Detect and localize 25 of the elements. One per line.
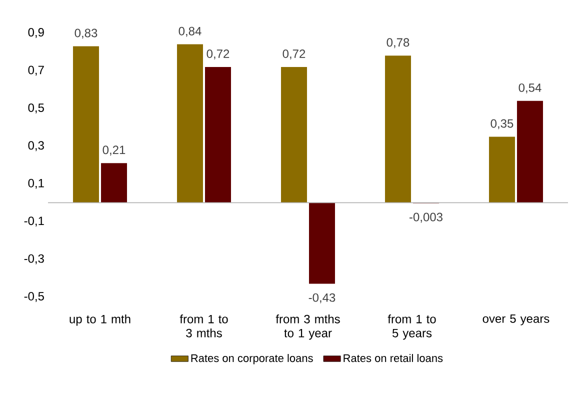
y-tick-label: -0,3 xyxy=(24,254,44,264)
y-tick-label: 0,5 xyxy=(28,103,44,114)
x-tick-label: over 5 years xyxy=(482,314,550,326)
data-label: 0,84 xyxy=(178,26,202,37)
data-label: 0,35 xyxy=(490,119,514,130)
data-label: 0,21 xyxy=(102,146,126,156)
y-tick-label: 0,7 xyxy=(28,66,44,76)
data-label: 0,78 xyxy=(386,38,410,48)
y-tick-label: -0,1 xyxy=(24,216,44,227)
y-tick-label: 0,1 xyxy=(28,178,44,189)
y-tick-label: -0,5 xyxy=(24,292,44,302)
data-label: -0,003 xyxy=(410,212,442,223)
x-tick-label: up to 1 mth xyxy=(70,314,130,326)
x-tick-label: from 1 to 5 years xyxy=(388,314,436,340)
y-tick-label: 0,9 xyxy=(28,28,44,38)
data-label: 0,54 xyxy=(518,83,542,94)
y-tick-label: 0,3 xyxy=(28,141,44,152)
x-tick-label: from 1 to 3 mths xyxy=(180,314,228,338)
data-label: -0,43 xyxy=(308,293,336,304)
data-label: 0,72 xyxy=(206,49,230,60)
legend-label: Rates on retail loans xyxy=(344,354,443,362)
data-label: 0,83 xyxy=(74,28,98,39)
legend-label: Rates on corporate loans xyxy=(191,354,313,364)
data-label: 0,72 xyxy=(282,49,306,60)
x-tick-label: from 3 mths to 1 year xyxy=(276,314,340,340)
